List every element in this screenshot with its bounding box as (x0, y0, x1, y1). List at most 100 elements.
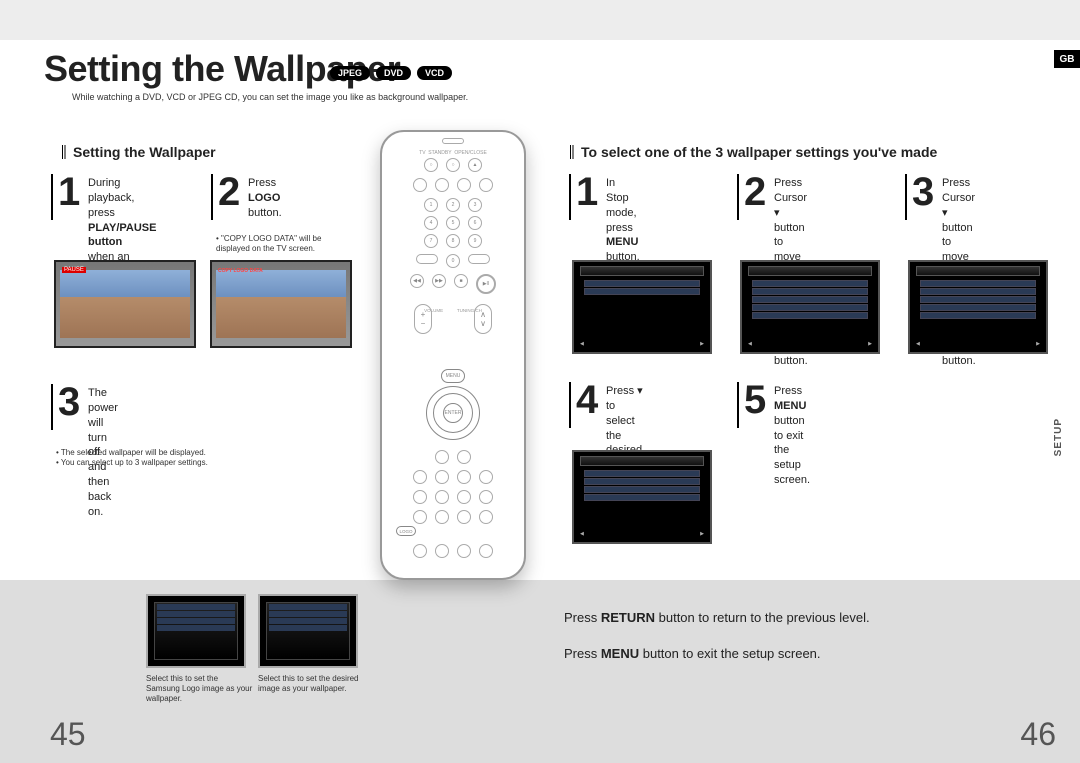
remote-btn: ○ (424, 158, 438, 172)
line: button. (942, 355, 976, 367)
remote-btn: ▲ (468, 158, 482, 172)
mock-rows (584, 470, 700, 528)
badge-jpeg: JPEG (330, 66, 370, 80)
mock-header (916, 266, 1040, 276)
badge-vcd: VCD (417, 66, 452, 80)
mock-footer: ◀▶ (748, 341, 872, 349)
remote-btn (479, 510, 493, 524)
remote-btn (457, 450, 471, 464)
remote-num: 2 (446, 198, 460, 212)
remote-btn (457, 178, 471, 192)
format-badges: JPEG DVD VCD (330, 66, 452, 80)
right-subheading: To select one of the 3 wallpaper setting… (570, 144, 937, 160)
line: Press (564, 610, 601, 625)
mock-footer: ◀▶ (580, 341, 704, 349)
remote-btn (435, 544, 449, 558)
remote-num: 8 (446, 234, 460, 248)
remote-logo-btn: LOGO (396, 526, 416, 536)
step-number: 1 (58, 172, 80, 212)
line: button. (774, 355, 808, 367)
remote-btn (435, 470, 449, 484)
remote-num: 6 (468, 216, 482, 230)
line: Press (564, 646, 601, 661)
bold-line: MENU (774, 400, 806, 412)
remote-btn: ○ (446, 158, 460, 172)
remote-btn (435, 178, 449, 192)
step-text: Press MENU button to exit the setup scre… (774, 384, 810, 488)
step-bar (737, 174, 739, 220)
footer-note-1: Press RETURN button to return to the pre… (564, 610, 870, 625)
region-badge: GB (1054, 50, 1080, 68)
remote-num: 5 (446, 216, 460, 230)
bold-line: LOGO (248, 192, 280, 204)
title-prefix: Setting the (44, 48, 234, 89)
line: Press ▾ to select (606, 385, 643, 427)
copy-logo-osd: COPY LOGO DATA (218, 268, 263, 274)
remote-num: 1 (424, 198, 438, 212)
step-bar (905, 174, 907, 220)
footer-thumb-screen (266, 602, 350, 660)
remote-btn (435, 490, 449, 504)
line: In Stop mode, (606, 177, 637, 219)
setup-side-tab: SETUP (1053, 418, 1064, 456)
step2-note: • "COPY LOGO DATA" will be displayed on … (216, 234, 346, 254)
remote-btn (479, 178, 493, 192)
step-bar (569, 382, 571, 428)
mock-rows (920, 280, 1036, 338)
step-number: 4 (576, 380, 598, 420)
step-bar (51, 174, 53, 220)
footer-thumb-2 (258, 594, 358, 668)
pause-osd-tag: PAUSE (62, 267, 86, 273)
mock-header (580, 456, 704, 466)
line: button. (248, 207, 282, 219)
step-number: 3 (58, 382, 80, 422)
osd-mock-3: ◀▶ (908, 260, 1048, 354)
remote-btn (413, 510, 427, 524)
line: The power will (88, 387, 118, 429)
mock-rows (584, 280, 700, 338)
remote-play-btn: ▶II (476, 274, 496, 294)
remote-btn (479, 490, 493, 504)
step-number: 2 (218, 172, 240, 212)
line: back on. (88, 491, 111, 518)
line: Press (774, 385, 802, 397)
tv-thumb-pause: PAUSE (54, 260, 196, 348)
remote-btn (413, 178, 427, 192)
thumb-photo (60, 270, 190, 338)
remote-ir-window (442, 138, 464, 144)
remote-illustration: TV STANDBY OPEN/CLOSE ○○▲ 123 456 789 0 … (380, 130, 526, 580)
remote-btn (457, 470, 471, 484)
remote-enter-btn: ENTER (443, 403, 463, 423)
remote-btn (457, 544, 471, 558)
footer-thumb-1 (146, 594, 246, 668)
step-number: 3 (912, 172, 934, 212)
remote-btn: ◀◀ (410, 274, 424, 288)
line: button to exit the setup screen. (639, 646, 820, 661)
remote-btn (468, 254, 490, 264)
remote-btn: ■ (454, 274, 468, 288)
line: Press (248, 177, 276, 189)
remote-num: 3 (468, 198, 482, 212)
remote-btn (413, 470, 427, 484)
remote-btn (457, 510, 471, 524)
page-number-right: 46 (1020, 716, 1056, 753)
step-text: In Stop mode, press MENU button. (606, 176, 640, 265)
page-subtitle: While watching a DVD, VCD or JPEG CD, yo… (72, 92, 468, 102)
remote-btn (435, 510, 449, 524)
remote-btn (457, 490, 471, 504)
line: Press Cursor ▾ (774, 177, 807, 219)
bold-line: MENU (606, 236, 638, 248)
footer-caption-2: Select this to set the desired image as … (258, 674, 366, 694)
remote-btn (413, 490, 427, 504)
tv-thumb-logo-copy: COPY LOGO DATA (210, 260, 352, 348)
remote-vol-label: VOLUME TUNING/CH (382, 308, 524, 313)
step-number: 2 (744, 172, 766, 212)
remote-btn (479, 470, 493, 484)
bold-line: RETURN (601, 610, 655, 625)
remote-num: 4 (424, 216, 438, 230)
line: button to return to the previous level. (655, 610, 870, 625)
remote-top-labels: TV STANDBY OPEN/CLOSE (382, 150, 524, 156)
remote-btn: ▶▶ (432, 274, 446, 288)
osd-mock-2: ◀▶ (740, 260, 880, 354)
remote-btn (416, 254, 438, 264)
